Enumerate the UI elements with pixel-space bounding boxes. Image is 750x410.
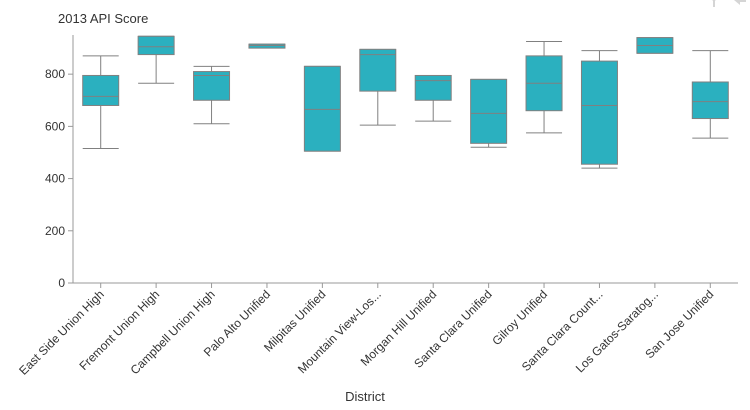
y-axis: 0 200 400 600 800 <box>45 67 73 290</box>
boxes-layer <box>82 35 729 169</box>
x-tick-label: Gilroy Unified <box>489 287 550 348</box>
box-group <box>691 50 729 139</box>
y-axis-title: 2013 API Score <box>58 11 148 26</box>
box <box>691 81 729 120</box>
box-group <box>303 65 341 152</box>
y-tick-label: 400 <box>45 172 65 186</box>
box-group <box>470 78 508 148</box>
filter-icon[interactable] <box>708 0 720 7</box>
box <box>137 35 175 56</box>
x-axis-title: District <box>345 389 385 404</box>
box <box>82 74 120 106</box>
box-group <box>137 35 175 84</box>
box <box>359 48 397 92</box>
box <box>193 71 231 101</box>
box-group <box>359 48 397 126</box>
toolbar <box>706 0 746 10</box>
box <box>470 78 508 144</box>
box-group <box>525 41 563 134</box>
box <box>414 74 452 101</box>
box <box>580 60 618 165</box>
back-arrow-icon[interactable] <box>734 0 746 5</box>
box <box>303 65 341 152</box>
box-group <box>82 55 120 150</box>
box-group <box>414 74 452 122</box>
box <box>248 43 286 49</box>
box-group <box>193 65 231 125</box>
box-group <box>248 43 286 49</box>
y-tick-label: 0 <box>58 276 65 290</box>
box-group <box>580 50 618 169</box>
y-tick-label: 200 <box>45 224 65 238</box>
box-group <box>636 37 674 54</box>
y-tick-label: 800 <box>45 67 65 81</box>
y-tick-label: 600 <box>45 119 65 133</box>
